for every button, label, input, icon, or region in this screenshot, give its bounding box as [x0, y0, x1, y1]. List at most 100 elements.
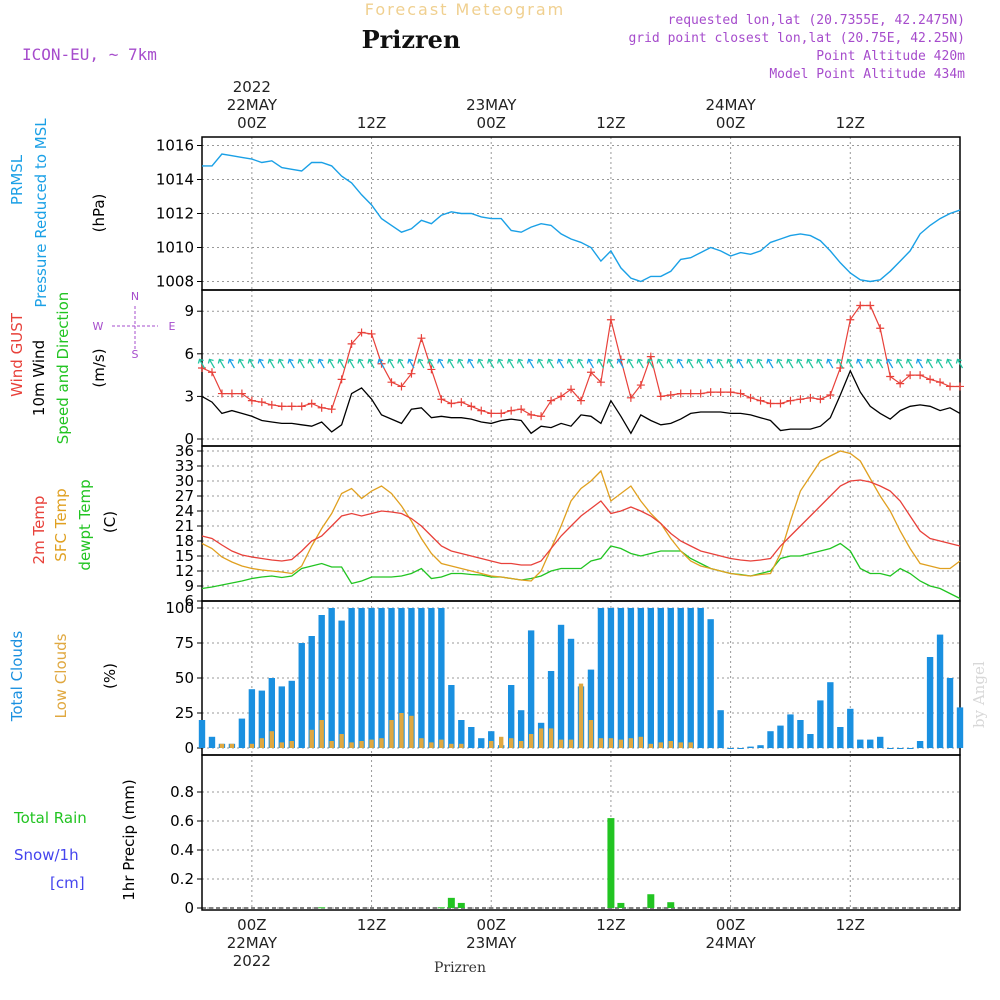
total-cloud-bar	[737, 748, 744, 749]
low-clouds-label: Low Clouds	[52, 633, 70, 718]
total-cloud-bar	[827, 682, 834, 748]
wind-direction-arrow	[706, 358, 714, 369]
wind-direction-arrow	[576, 358, 585, 369]
wind-direction-arrow	[337, 358, 345, 369]
bottom-time-label: 12Z	[596, 916, 625, 934]
bottom-time-label: 00Z	[237, 916, 266, 934]
gust-marker	[716, 388, 725, 397]
gust-marker	[447, 399, 456, 408]
total-cloud-bar	[896, 748, 904, 749]
gust-marker	[756, 396, 765, 405]
gust-marker	[676, 389, 685, 398]
top-time-label: 00Z	[716, 114, 745, 132]
gust-marker	[586, 368, 595, 377]
top-time-label: 12Z	[596, 114, 625, 132]
total-cloud-bar	[767, 731, 774, 748]
gust-marker	[926, 375, 935, 384]
wind-direction-arrow	[197, 358, 206, 369]
gust-marker	[257, 398, 266, 407]
wind-direction-arrow	[885, 358, 894, 369]
gust-marker	[606, 315, 615, 324]
model-label: ICON-EU, ~ 7km	[22, 45, 157, 64]
pressure-label-long: Pressure Reduced to MSL	[32, 118, 50, 308]
rain-bar	[607, 818, 615, 908]
total-cloud-bar	[627, 608, 635, 748]
total-cloud-bar	[318, 615, 325, 748]
wind-direction-arrow	[447, 358, 455, 369]
total-cloud-bar	[697, 608, 704, 748]
y-tick-label: 21	[175, 517, 194, 535]
low-cloud-bar	[508, 738, 514, 748]
wind-direction-arrow	[816, 358, 824, 369]
wind-direction-arrow	[377, 358, 385, 369]
gust-marker	[387, 378, 396, 387]
location-title: Prizren	[362, 25, 461, 54]
wind-direction-arrow	[327, 358, 335, 369]
pressure-label-short: PRMSL	[8, 154, 26, 205]
wind-direction-arrow	[596, 358, 605, 369]
total-cloud-bar	[906, 748, 914, 749]
meteogram-heading: Forecast Meteogram	[365, 0, 565, 19]
low-cloud-bar	[259, 738, 265, 748]
top-date-label: 24MAY	[705, 96, 756, 114]
y-tick-label: 100	[165, 599, 194, 617]
total-cloud-bar	[926, 657, 934, 748]
wind-speed-line	[201, 369, 961, 435]
total-cloud-bar	[807, 734, 814, 748]
y-tick-label: 9	[184, 577, 194, 595]
gust-marker	[846, 315, 855, 324]
wind-direction-arrow	[397, 358, 405, 369]
gust-marker	[307, 399, 316, 408]
top-year-label: 2022	[233, 78, 271, 96]
gust-marker	[656, 392, 665, 401]
rain-bar	[318, 907, 326, 909]
wind-direction-arrow	[506, 358, 515, 369]
wind-direction-arrow	[536, 358, 545, 369]
total-cloud-bar	[368, 608, 375, 748]
total-cloud-bar	[946, 678, 954, 748]
y-tick-label: 27	[175, 487, 194, 505]
wind-direction-arrow	[556, 358, 565, 369]
rain-bar	[437, 907, 445, 909]
gust-marker	[806, 393, 815, 402]
wind-direction-arrow	[895, 358, 904, 369]
wind-direction-arrow	[297, 358, 305, 369]
low-cloud-bar	[329, 741, 334, 748]
y-tick-label: 50	[175, 669, 194, 687]
low-cloud-bar	[558, 739, 564, 748]
total-cloud-bar	[956, 707, 964, 748]
sfc-line	[201, 450, 961, 582]
wind-direction-arrow	[277, 358, 285, 369]
wind-direction-arrow	[776, 358, 784, 369]
gust-marker	[237, 389, 246, 398]
total-cloud-bar	[378, 608, 385, 748]
total-cloud-bar	[777, 725, 784, 748]
wind-direction-arrow	[925, 358, 934, 369]
model-altitude: Model Point Altitude 434m	[769, 67, 965, 82]
wind-10m-label: 10m Wind	[30, 340, 48, 416]
wind-direction-arrow	[357, 358, 365, 369]
total-cloud-bar	[597, 608, 605, 748]
bottom-year-label: 2022	[233, 952, 271, 970]
low-cloud-bar	[369, 739, 374, 748]
bottom-time-label: 12Z	[357, 916, 386, 934]
panel-frame	[201, 445, 961, 602]
total-cloud-bar	[916, 741, 924, 748]
y-tick-label: 1010	[156, 239, 194, 257]
panel-frame	[201, 136, 961, 291]
panel-frame	[201, 754, 961, 911]
gust-marker	[946, 382, 955, 391]
low-cloud-bar	[349, 742, 354, 748]
temp-unit: (C)	[101, 511, 119, 533]
wind-direction-arrow	[796, 358, 804, 369]
low-cloud-bar	[638, 736, 644, 748]
y-tick-label: 75	[175, 634, 194, 652]
gust-marker	[886, 372, 895, 381]
y-tick-label: 30	[175, 472, 194, 490]
gust-marker	[417, 334, 426, 343]
low-cloud-bar	[678, 742, 683, 748]
low-cloud-bar	[309, 729, 314, 748]
